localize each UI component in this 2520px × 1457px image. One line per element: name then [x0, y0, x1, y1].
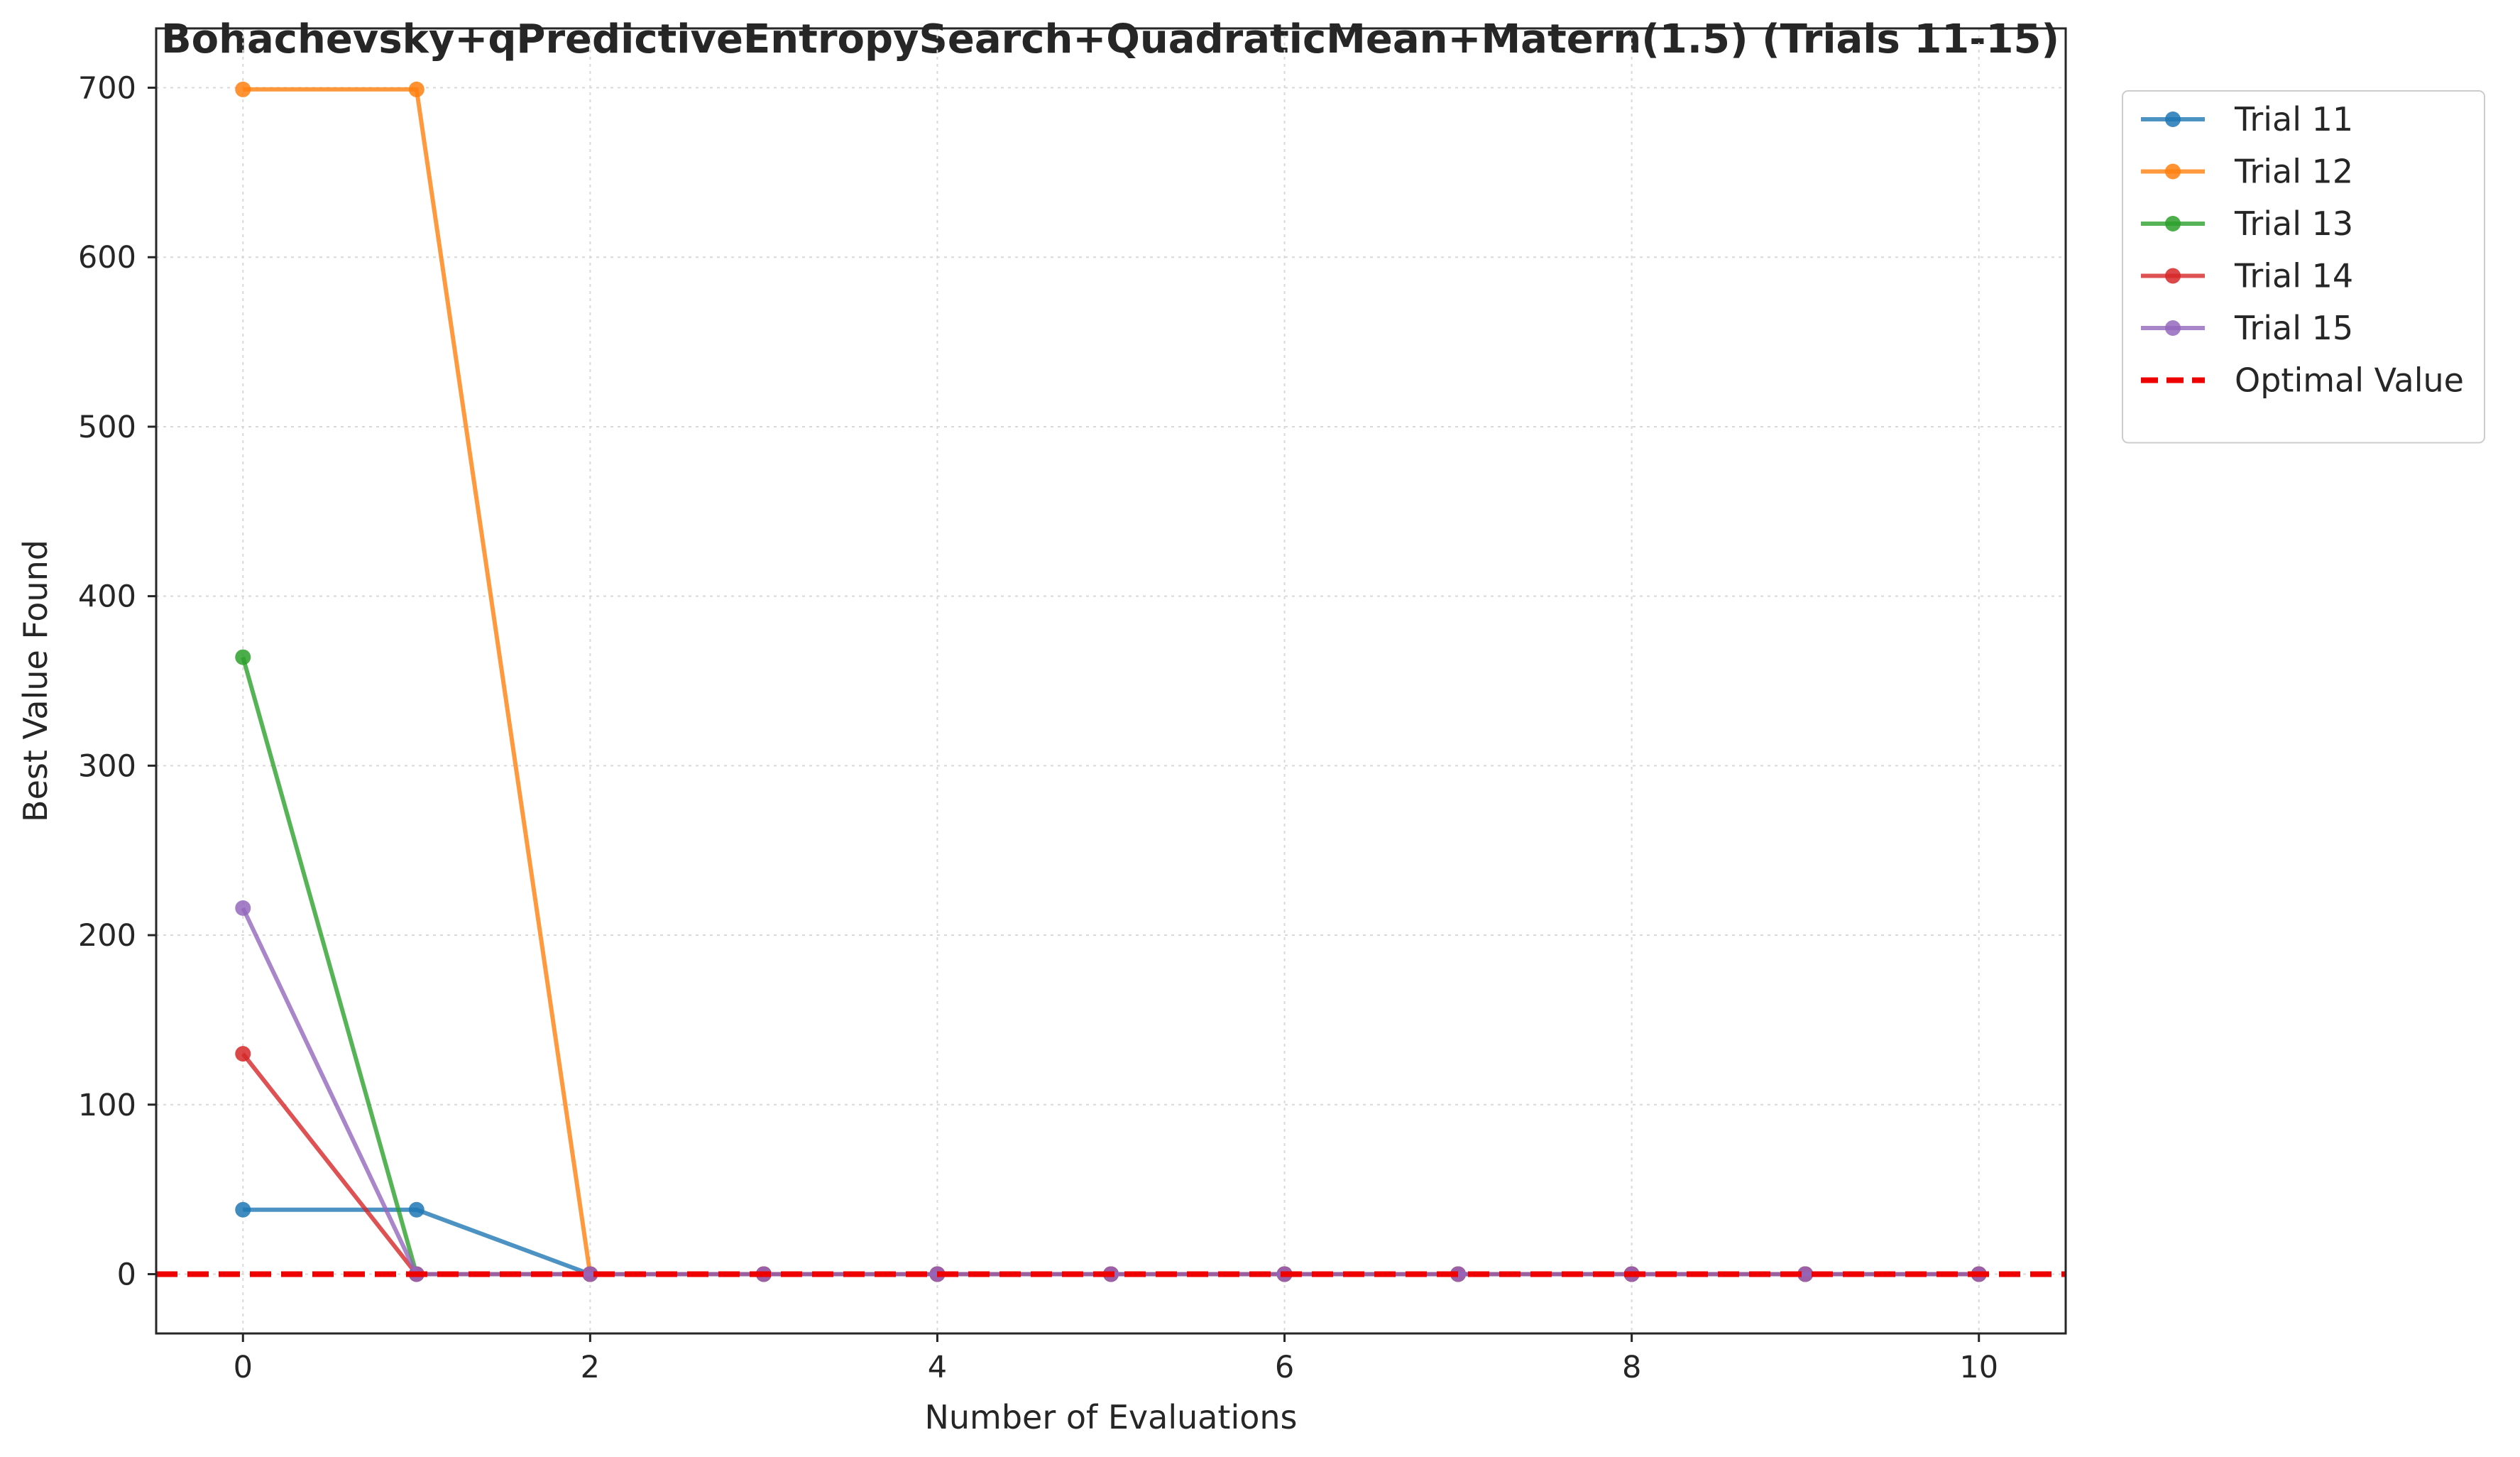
x-tick-label: 4: [928, 1350, 947, 1385]
y-tick-label: 600: [78, 240, 136, 275]
y-tick-label: 400: [78, 579, 136, 615]
data-point: [1450, 1266, 1467, 1282]
x-tick-label: 8: [1622, 1350, 1641, 1385]
y-tick-label: 500: [78, 410, 136, 445]
y-tick-label: 200: [78, 918, 136, 954]
legend-entry: Trial 14: [2141, 257, 2353, 295]
data-point: [582, 1266, 598, 1282]
data-point: [235, 1046, 251, 1062]
x-tick-label: 10: [1959, 1350, 1998, 1385]
legend-entry: Trial 15: [2141, 309, 2353, 347]
legend-marker: [2165, 163, 2181, 180]
legend-entry: Trial 12: [2141, 153, 2353, 191]
x-axis-label: Number of Evaluations: [924, 1398, 1297, 1436]
x-tick-label: 0: [234, 1350, 253, 1385]
x-tick-label: 6: [1275, 1350, 1294, 1385]
legend-entry: Optimal Value: [2141, 361, 2464, 400]
y-tick-label: 300: [78, 748, 136, 784]
data-point: [235, 649, 251, 665]
y-tick-label: 100: [78, 1088, 136, 1123]
data-point: [408, 81, 424, 97]
legend-label: Trial 11: [2234, 100, 2353, 138]
legend-entry: Trial 13: [2141, 204, 2353, 243]
data-point: [235, 81, 251, 97]
legend-marker: [2165, 320, 2181, 336]
plot-frame: [155, 27, 2067, 1335]
data-point: [235, 1201, 251, 1218]
legend-label: Trial 14: [2234, 257, 2353, 295]
x-tick-label: 2: [581, 1350, 600, 1385]
legend-label: Optimal Value: [2235, 361, 2464, 400]
legend-box: [2122, 90, 2485, 444]
y-axis-label: Best Value Found: [16, 540, 55, 822]
legend-label: Trial 12: [2234, 153, 2353, 191]
data-point: [408, 1201, 424, 1218]
legend-marker: [2165, 111, 2181, 127]
data-point: [235, 900, 251, 916]
data-point: [1797, 1266, 1814, 1282]
chart-title: Bohachevsky+qPredictiveEntropySearch+Qua…: [161, 16, 2059, 62]
legend-entry: Trial 11: [2141, 100, 2353, 138]
legend-marker: [2165, 268, 2181, 284]
y-tick-label: 700: [78, 71, 136, 107]
legend-label: Trial 13: [2234, 204, 2353, 243]
legend: Trial 11 Trial 12 Trial 13 Trial 14 Trial 15…: [2122, 90, 2485, 444]
legend-label: Trial 15: [2234, 309, 2353, 347]
legend-marker: [2165, 216, 2181, 231]
y-tick-label: 0: [117, 1257, 136, 1292]
